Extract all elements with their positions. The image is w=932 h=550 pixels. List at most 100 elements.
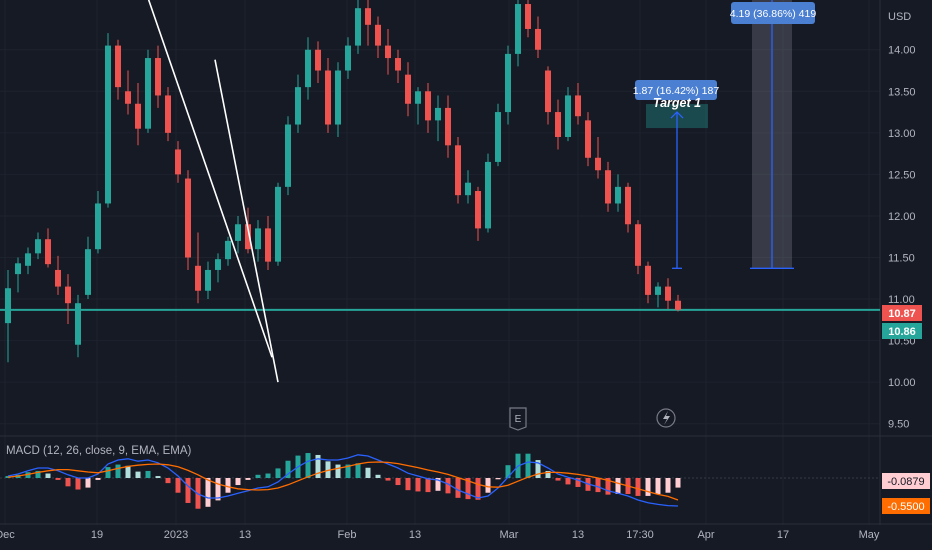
macd-histogram-bar (115, 464, 121, 478)
target-label: Target 1 (653, 96, 701, 110)
candle (405, 62, 411, 117)
candle-body (305, 49, 311, 88)
candle (145, 49, 151, 133)
macd-histogram-bar (35, 470, 41, 478)
candle-body (445, 107, 451, 146)
macd-histogram-bar (505, 465, 511, 478)
candle-body (455, 145, 461, 196)
candle (385, 28, 391, 75)
currency-label: USD (888, 11, 911, 23)
candle (315, 41, 321, 83)
candle-body (225, 240, 231, 260)
candle-body (605, 170, 611, 204)
candle (85, 236, 91, 300)
candle (605, 161, 611, 212)
candle (285, 116, 291, 196)
candle-body (395, 58, 401, 71)
candle (295, 74, 301, 133)
candle-body (555, 112, 561, 137)
candle (515, 0, 521, 67)
x-tick-label: Dec (0, 529, 15, 541)
macd-histogram-bar (405, 478, 411, 491)
candle-body (245, 224, 251, 250)
candle-body (595, 157, 601, 171)
candle (195, 232, 201, 304)
macd-histogram-bar (495, 478, 501, 480)
candle (225, 236, 231, 266)
measure-label-2: 4.19 (36.86%) 419 (730, 8, 817, 20)
candle-body (575, 95, 581, 117)
candle (175, 141, 181, 183)
measure-label-1: 1.87 (16.42%) 187 (633, 85, 720, 97)
candle-body (275, 186, 281, 262)
candle (365, 0, 371, 46)
candle (555, 99, 561, 150)
grid (0, 0, 880, 525)
macd-histogram-bar (315, 454, 321, 478)
signal-value-tag-bg (882, 498, 930, 514)
candle (35, 232, 41, 260)
macd-histogram-bar (325, 461, 331, 478)
macd-histogram-bar (635, 478, 641, 496)
x-tick-label: 19 (91, 529, 103, 541)
earnings-icon (509, 407, 527, 431)
last-price-tag-bg (882, 305, 922, 321)
macd-histogram-bar (365, 467, 371, 478)
candle-body (545, 70, 551, 113)
y-tick-label: 14.00 (888, 45, 916, 57)
macd-histogram-bar (185, 478, 191, 503)
candle (635, 220, 641, 275)
candle (305, 37, 311, 100)
macd-histogram-bar (485, 478, 491, 493)
candle (155, 45, 161, 108)
candle (665, 278, 671, 310)
candle (495, 103, 501, 167)
macd-histogram-bar (55, 478, 61, 480)
macd-histogram-bar (225, 478, 231, 493)
candle (335, 62, 341, 137)
candle (465, 170, 471, 204)
macd-histogram-bar (135, 471, 141, 478)
candle (265, 215, 271, 270)
macd-value-tag-bg (882, 473, 930, 489)
candle (435, 95, 441, 142)
measure-range-2: 4.19 (36.86%) 419 (730, 0, 817, 269)
candle (415, 87, 421, 125)
macd-histogram-bar (145, 470, 151, 478)
candle-body (665, 286, 671, 301)
candle (345, 37, 351, 79)
candle-body (175, 149, 181, 175)
y-tick-label: 13.00 (888, 128, 916, 140)
macd-histogram-bar (65, 478, 71, 487)
candle-body (625, 186, 631, 225)
prev-price-tag-bg (882, 323, 922, 339)
macd-histogram-bar (475, 478, 481, 500)
macd-histogram-bar (255, 474, 261, 478)
last-price-tag: 10.87 (888, 308, 916, 320)
signal-value-tag: -0.5500 (887, 501, 924, 513)
macd-histogram-bar (205, 478, 211, 507)
candle-body (45, 239, 51, 265)
measure-label-bg-2 (731, 2, 815, 24)
candle-body (475, 191, 481, 229)
candle-body (505, 53, 511, 113)
candle-body (315, 49, 321, 71)
candle (165, 87, 171, 142)
candle-body (525, 4, 531, 29)
candle-body (155, 58, 161, 96)
macd-histogram-bar (345, 464, 351, 478)
candle-body (125, 91, 131, 104)
candle-body (465, 182, 471, 196)
y-tick-label: 11.50 (888, 252, 915, 264)
macd-histogram-bar (435, 478, 441, 491)
macd-histogram-bar (285, 460, 291, 478)
candle (565, 87, 571, 142)
x-tick-label: Mar (500, 529, 519, 541)
earnings-event-icon: E (509, 407, 527, 431)
candle-body (105, 45, 111, 204)
candle-body (65, 286, 71, 304)
macd-histogram-bar (105, 467, 111, 478)
candle (525, 0, 531, 38)
